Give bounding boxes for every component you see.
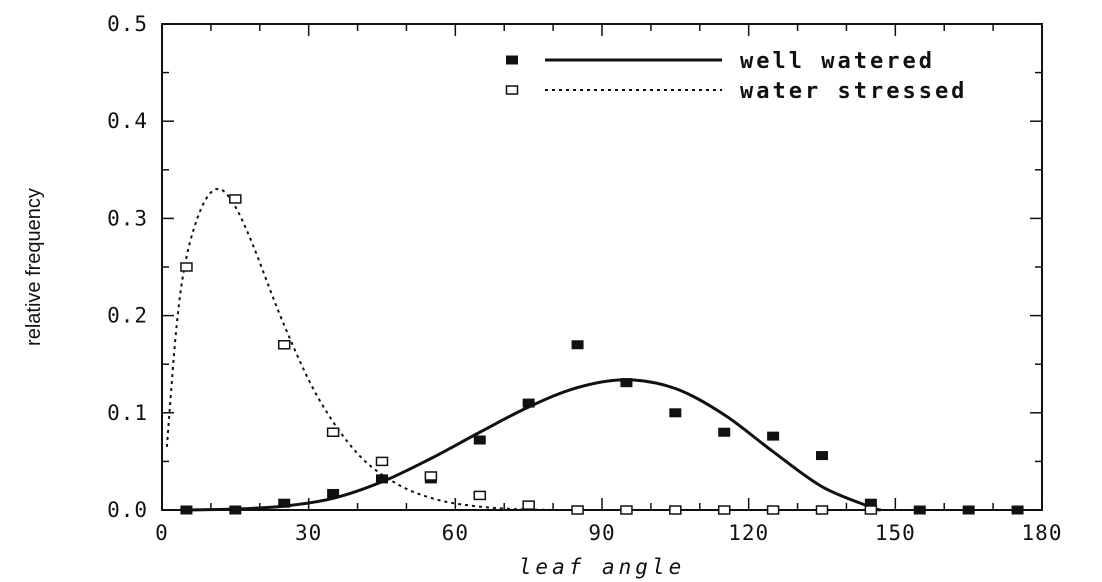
series-1-point	[180, 505, 193, 515]
series-1-point	[327, 488, 340, 498]
series-1-point	[376, 474, 388, 484]
series-1-point	[571, 340, 584, 350]
series-2-point	[766, 505, 780, 515]
series-1-point	[473, 435, 486, 445]
series-2-fit-curve	[165, 187, 554, 511]
x-tick-label: 150	[875, 521, 916, 545]
y-tick-label: 0.3	[107, 206, 148, 230]
series-2-point	[375, 456, 389, 467]
series-1-point	[718, 427, 731, 437]
series-2-point	[326, 427, 340, 437]
series-1-point	[767, 431, 780, 441]
series-2-point	[571, 505, 584, 515]
series-1-point	[1011, 505, 1024, 515]
y-tick-label: 0.0	[107, 498, 148, 522]
legend-label: well watered	[740, 49, 935, 74]
y-tick-label: 0.5	[107, 12, 148, 36]
series-2-point	[424, 471, 438, 481]
ticks-layer: 0 30 60 90 120 150 180 0.0 0.1 0.2 0.3 0.4 0.5	[107, 12, 1063, 545]
x-axis-title: leaf angle	[519, 555, 685, 579]
series-2-point	[473, 490, 487, 501]
series-2-point	[180, 262, 193, 272]
x-tick-label: 180	[1022, 521, 1063, 545]
curves-layer	[165, 187, 882, 512]
series-2-point	[669, 505, 682, 515]
series-2-point	[717, 505, 731, 515]
y-tick-label: 0.4	[107, 109, 148, 133]
y-tick-label: 0.1	[107, 401, 148, 425]
series-2-point	[229, 194, 242, 204]
series-2-point	[864, 505, 878, 515]
y-axis-title: relative frequency	[23, 188, 45, 346]
series-1-point	[962, 505, 975, 515]
series-1-point	[669, 408, 682, 418]
series-2-point	[277, 340, 291, 350]
markers-layer	[180, 194, 1024, 515]
x-tick-label: 60	[442, 521, 469, 545]
series-1-point	[522, 398, 535, 408]
series-1-point	[229, 505, 242, 515]
series-2-point	[815, 505, 829, 515]
series-1-point	[816, 451, 828, 461]
series-1-fit-curve	[186, 378, 882, 512]
y-tick-label: 0.2	[107, 304, 148, 328]
x-tick-label: 120	[728, 521, 769, 545]
series-1-point	[620, 378, 633, 388]
legend-marker	[505, 85, 519, 95]
series-1-point	[278, 498, 291, 508]
series-1-point	[913, 505, 926, 515]
x-tick-label: 90	[588, 521, 615, 545]
legend-label: water stressed	[740, 79, 967, 104]
series-2-point	[522, 500, 535, 510]
x-tick-label: 0	[155, 521, 169, 545]
x-tick-label: 30	[295, 521, 322, 545]
series-2-point	[620, 505, 633, 515]
legend-marker	[506, 55, 518, 65]
legend: well watered water stressed	[505, 49, 967, 104]
